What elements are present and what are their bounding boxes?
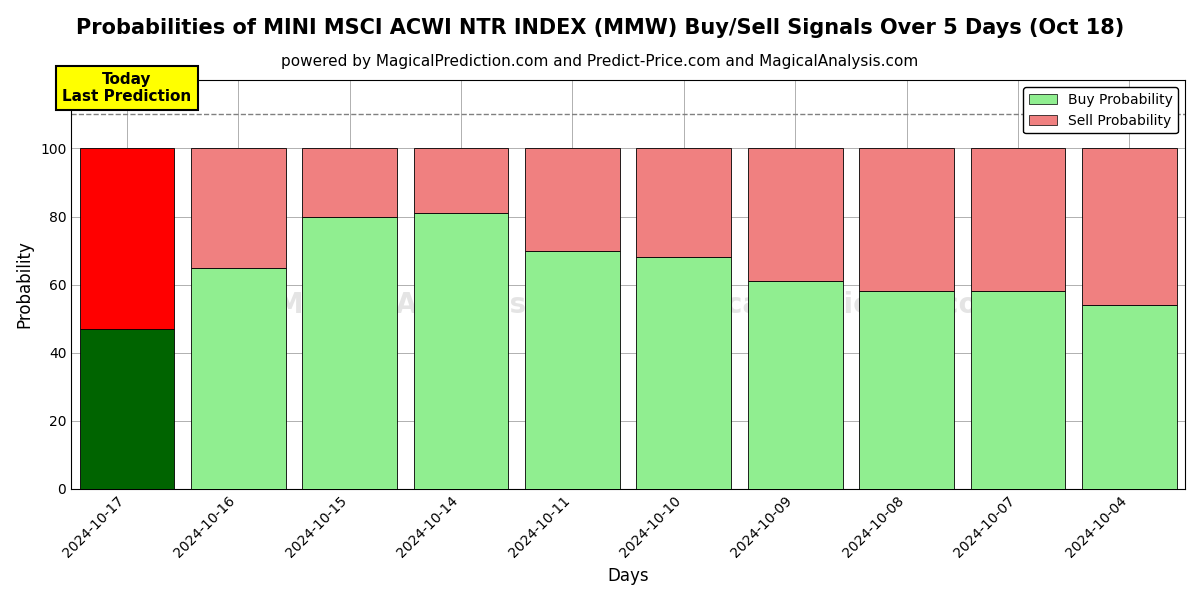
Bar [971, 292, 1066, 488]
Legend: Buy Probability, Sell Probability: Buy Probability, Sell Probability [1024, 88, 1178, 133]
Text: Probabilities of MINI MSCI ACWI NTR INDEX (MMW) Buy/Sell Signals Over 5 Days (Oc: Probabilities of MINI MSCI ACWI NTR INDE… [76, 18, 1124, 38]
Bar [302, 148, 397, 217]
Bar [414, 148, 509, 213]
Bar [636, 257, 731, 488]
Bar [526, 148, 619, 251]
Bar [859, 148, 954, 292]
Bar [1082, 148, 1177, 305]
Bar [748, 148, 842, 281]
Bar [748, 281, 842, 488]
Bar [414, 213, 509, 488]
Bar [191, 268, 286, 488]
Bar [971, 148, 1066, 292]
Y-axis label: Probability: Probability [14, 241, 34, 328]
Bar [79, 148, 174, 329]
Bar [191, 148, 286, 268]
Text: MagicalAnalysis.com: MagicalAnalysis.com [276, 291, 602, 319]
Text: powered by MagicalPrediction.com and Predict-Price.com and MagicalAnalysis.com: powered by MagicalPrediction.com and Pre… [281, 54, 919, 69]
Bar [302, 217, 397, 488]
Bar [636, 148, 731, 257]
Bar [859, 292, 954, 488]
Bar [1082, 305, 1177, 488]
Text: Today
Last Prediction: Today Last Prediction [62, 72, 192, 104]
Text: MagicalPrediction.com: MagicalPrediction.com [650, 291, 1007, 319]
Bar [79, 329, 174, 488]
Bar [526, 251, 619, 488]
X-axis label: Days: Days [607, 567, 649, 585]
